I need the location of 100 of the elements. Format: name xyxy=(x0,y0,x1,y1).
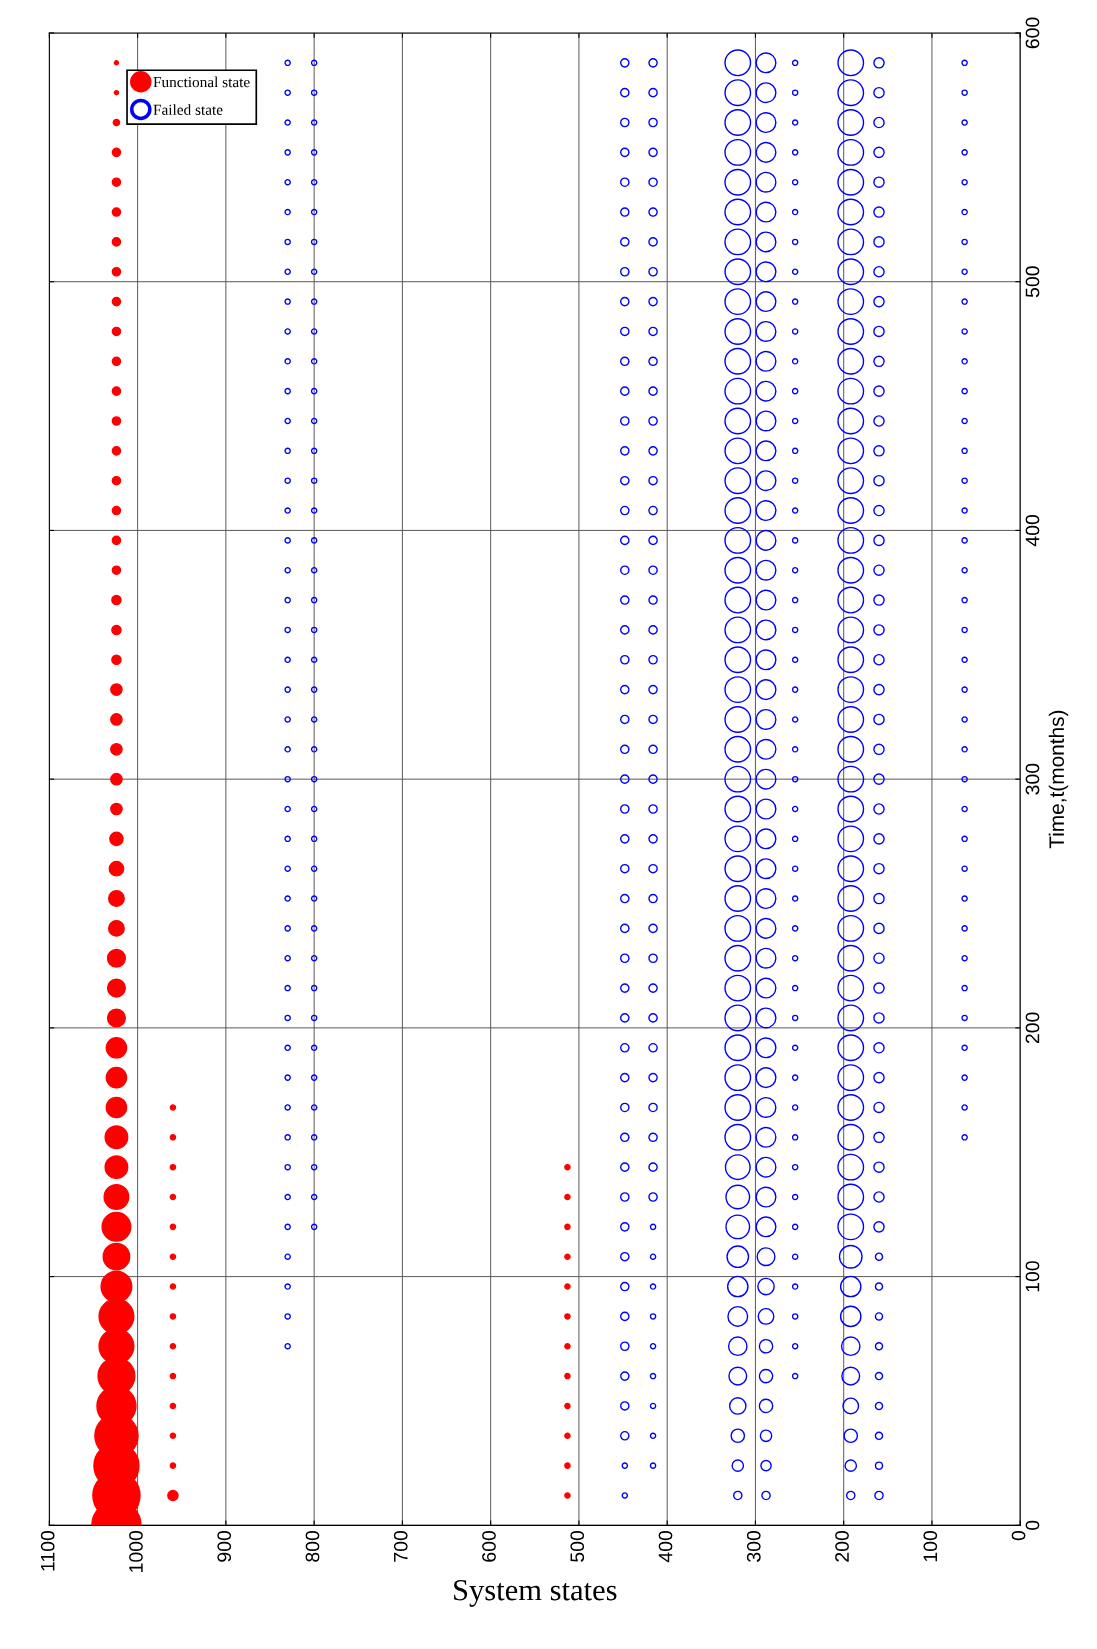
point xyxy=(724,526,752,554)
point xyxy=(284,537,291,544)
point xyxy=(284,298,291,305)
point xyxy=(648,296,658,307)
point xyxy=(620,834,630,844)
point xyxy=(310,298,318,305)
point xyxy=(620,147,630,158)
point xyxy=(620,654,630,665)
point xyxy=(961,387,968,395)
point xyxy=(873,265,885,278)
point xyxy=(620,1341,630,1352)
point xyxy=(837,706,865,733)
point xyxy=(310,119,318,126)
point xyxy=(873,683,885,696)
point xyxy=(621,1462,629,1469)
point xyxy=(837,1213,865,1241)
point xyxy=(755,320,777,342)
point xyxy=(620,1311,630,1322)
point xyxy=(837,168,865,196)
point xyxy=(620,625,630,635)
point xyxy=(837,526,865,554)
point xyxy=(648,863,658,874)
point xyxy=(724,1154,751,1181)
point xyxy=(791,447,799,455)
point xyxy=(837,944,865,972)
point xyxy=(284,1134,291,1141)
point xyxy=(648,475,658,486)
point xyxy=(837,138,865,166)
point xyxy=(649,1253,657,1260)
point xyxy=(724,1034,752,1062)
point xyxy=(873,803,885,815)
legend-label: Failed state xyxy=(153,104,223,115)
point xyxy=(310,865,318,872)
point xyxy=(837,646,865,674)
point xyxy=(791,1163,799,1171)
point xyxy=(620,1013,630,1023)
point xyxy=(874,1371,884,1381)
point xyxy=(791,775,799,783)
point xyxy=(791,746,799,753)
y-tick-label: 600 xyxy=(1025,17,1040,49)
point xyxy=(649,1223,657,1231)
y-tick-label: 200 xyxy=(1025,1012,1040,1044)
point xyxy=(724,885,752,912)
point xyxy=(620,863,630,874)
point xyxy=(620,207,630,217)
point xyxy=(620,923,630,934)
point xyxy=(620,326,630,337)
point xyxy=(791,1134,799,1141)
point xyxy=(961,268,968,276)
point xyxy=(873,982,885,994)
point xyxy=(648,893,658,904)
point xyxy=(648,147,658,158)
point xyxy=(961,984,968,992)
point xyxy=(310,89,318,96)
point xyxy=(724,586,752,614)
point xyxy=(649,1372,657,1380)
point xyxy=(284,1313,291,1320)
point xyxy=(791,208,799,216)
point xyxy=(837,79,865,107)
point xyxy=(873,1041,885,1054)
point xyxy=(648,446,658,456)
point xyxy=(791,358,799,365)
point xyxy=(755,201,777,223)
point xyxy=(791,477,799,484)
point xyxy=(284,89,291,96)
point xyxy=(874,1341,884,1351)
point xyxy=(724,795,752,823)
point xyxy=(620,565,630,576)
point xyxy=(791,149,799,156)
point xyxy=(755,679,777,701)
point xyxy=(873,1221,885,1233)
point xyxy=(310,984,318,992)
point xyxy=(620,804,630,814)
point xyxy=(791,328,799,335)
point xyxy=(620,1192,630,1202)
point xyxy=(755,1007,777,1029)
point xyxy=(724,1094,752,1121)
point xyxy=(874,1431,884,1441)
point xyxy=(873,86,885,99)
point xyxy=(620,983,630,993)
point xyxy=(648,177,658,188)
point xyxy=(837,1123,865,1151)
point xyxy=(724,347,752,375)
point xyxy=(873,773,885,785)
point xyxy=(724,138,752,166)
point xyxy=(791,835,799,843)
point xyxy=(873,564,885,577)
point xyxy=(648,983,658,993)
point xyxy=(724,109,752,136)
point xyxy=(648,356,658,367)
point xyxy=(620,595,630,605)
point xyxy=(755,649,777,671)
point xyxy=(791,596,799,604)
x-tick-label: 600 xyxy=(482,1530,496,1562)
point xyxy=(620,177,630,188)
point xyxy=(755,589,777,611)
point xyxy=(755,619,777,641)
point xyxy=(649,1313,657,1320)
point xyxy=(724,168,752,196)
y-tick-label: 400 xyxy=(1025,514,1040,547)
